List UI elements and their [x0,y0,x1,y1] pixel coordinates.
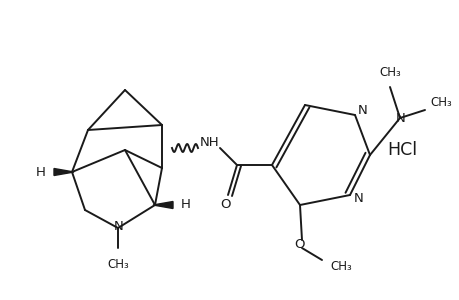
Text: N: N [358,104,367,118]
Polygon shape [54,169,74,176]
Text: N: N [114,220,123,232]
Text: H: H [180,199,190,212]
Text: CH₃: CH₃ [107,258,129,271]
Text: N: N [353,193,363,206]
Text: CH₃: CH₃ [378,66,400,79]
Text: O: O [220,199,231,212]
Text: O: O [294,238,305,251]
Polygon shape [153,202,173,208]
Text: N: N [395,112,405,125]
Text: CH₃: CH₃ [429,97,451,110]
Text: NH: NH [200,136,219,149]
Text: HCl: HCl [386,141,416,159]
Text: CH₃: CH₃ [329,260,351,272]
Text: H: H [36,166,46,178]
